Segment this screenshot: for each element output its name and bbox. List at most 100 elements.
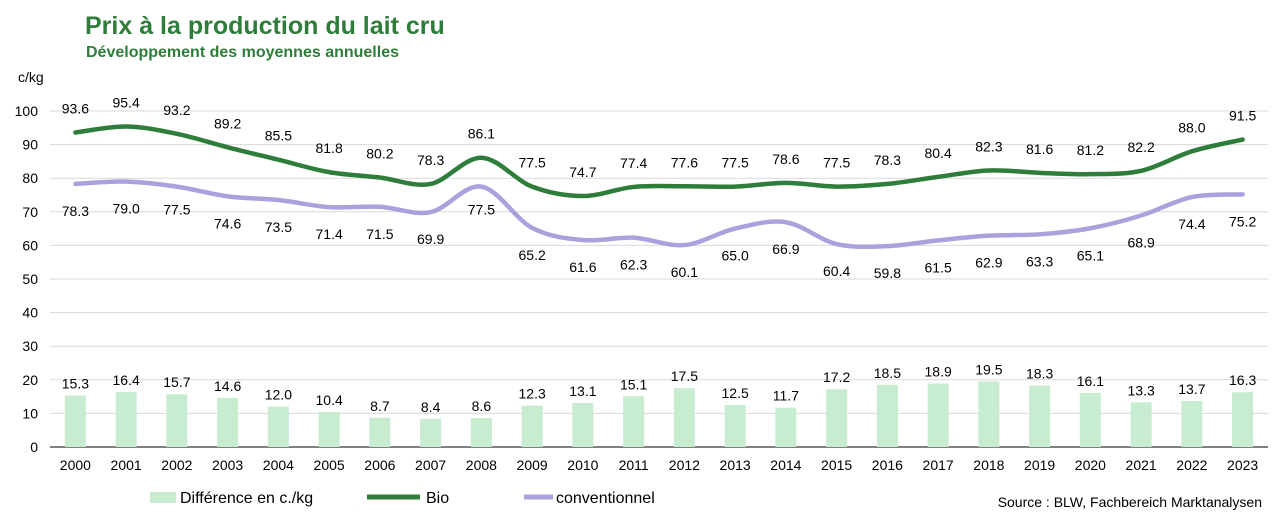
bio-line (73, 124, 1245, 199)
x-tick-label: 2010 (567, 457, 598, 473)
bio-data-label: 89.2 (214, 115, 241, 131)
difference-data-label: 19.5 (975, 361, 1002, 377)
x-tick-label: 2011 (619, 457, 649, 473)
difference-bar (1029, 385, 1051, 447)
difference-bar (826, 389, 848, 447)
difference-bar (420, 418, 442, 447)
y-tick-label: 80 (22, 170, 38, 186)
bio-data-label: 82.3 (975, 138, 1002, 154)
bio-data-label: 81.6 (1026, 141, 1053, 157)
difference-bar (115, 391, 137, 447)
difference-bar (1232, 392, 1254, 447)
conventionnel-line (73, 179, 1245, 250)
conventionnel-data-label: 61.5 (925, 259, 952, 275)
x-tick-label: 2005 (314, 457, 345, 473)
bio-data-label: 88.0 (1178, 119, 1205, 135)
conventionnel-data-label: 77.5 (468, 202, 495, 218)
difference-bar (369, 417, 391, 447)
difference-data-label: 16.1 (1077, 373, 1104, 389)
difference-bar (1079, 392, 1101, 447)
bio-data-label: 77.5 (722, 155, 749, 171)
difference-bar (673, 388, 695, 447)
difference-data-label: 16.4 (113, 372, 140, 388)
difference-bar (775, 407, 797, 447)
conventionnel-data-label: 74.4 (1178, 216, 1205, 232)
conventionnel-data-label: 71.5 (366, 226, 393, 242)
bio-data-label: 95.4 (113, 94, 140, 110)
conventionnel-data-label: 65.1 (1077, 247, 1104, 263)
bio-data-label: 80.2 (366, 146, 393, 162)
x-tick-label: 2012 (669, 457, 700, 473)
bio-data-label: 93.6 (62, 101, 89, 117)
difference-bar (876, 384, 898, 447)
bio-data-label: 81.2 (1077, 142, 1104, 158)
legend-label-difference: Différence en c./kg (180, 490, 313, 507)
bio-data-label: 74.7 (569, 164, 596, 180)
y-tick-label: 40 (22, 305, 38, 321)
difference-bar (724, 405, 746, 447)
difference-data-label: 17.2 (823, 369, 850, 385)
legend-label-bio: Bio (426, 490, 449, 507)
bio-data-label: 77.6 (671, 154, 698, 170)
difference-data-label: 18.3 (1026, 366, 1053, 382)
difference-data-label: 12.0 (265, 387, 292, 403)
difference-data-label: 15.3 (62, 376, 89, 392)
data-labels: 15.3 16.4 15.7 14.6 12.0 10.4 8.7 8.4 8.6 12.3 13.… (62, 94, 1257, 414)
legend: Différence en c./kg Bio conventionnel (150, 490, 655, 507)
bio-data-label: 91.5 (1229, 108, 1256, 124)
difference-bar (267, 406, 289, 447)
x-tick-label: 2023 (1227, 457, 1258, 473)
y-tick-label: 0 (30, 439, 38, 455)
difference-data-label: 12.3 (519, 386, 546, 402)
conventionnel-data-label: 66.9 (772, 241, 799, 257)
bio-data-label: 93.2 (163, 102, 190, 118)
conventionnel-data-label: 73.5 (265, 219, 292, 235)
y-tick-label: 30 (22, 338, 38, 354)
y-tick-label: 10 (22, 405, 38, 421)
bio-data-label: 78.3 (874, 152, 901, 168)
bio-data-label: 81.8 (316, 140, 343, 156)
x-tick-label: 2022 (1176, 457, 1207, 473)
conventionnel-data-label: 59.8 (874, 265, 901, 281)
bio-data-label: 77.4 (620, 155, 647, 171)
conventionnel-data-label: 60.4 (823, 263, 850, 279)
x-tick-label: 2014 (770, 457, 801, 473)
difference-data-label: 8.7 (370, 398, 390, 414)
x-tick-label: 2017 (923, 457, 954, 473)
difference-bar (1130, 402, 1152, 447)
difference-data-label: 8.4 (421, 399, 441, 415)
x-axis-ticks: 2000 2001 2002 2003 2004 2005 2006 2007 2008 2009… (60, 457, 1259, 473)
bio-data-label: 78.6 (772, 151, 799, 167)
difference-bar (318, 412, 340, 447)
difference-data-label: 8.6 (472, 398, 492, 414)
difference-bars (64, 381, 1254, 447)
bio-data-label: 85.5 (265, 128, 292, 144)
conventionnel-data-label: 65.0 (722, 248, 749, 264)
bio-data-label: 77.5 (519, 155, 546, 171)
conventionnel-data-label: 69.9 (417, 231, 444, 247)
source-note: Source : BLW, Fachbereich Marktanalysen (997, 494, 1262, 510)
bio-data-label: 78.3 (417, 152, 444, 168)
x-tick-label: 2001 (111, 457, 142, 473)
conventionnel-data-label: 63.3 (1026, 253, 1053, 269)
bio-data-label: 82.2 (1128, 139, 1155, 155)
difference-bar (927, 383, 949, 447)
difference-data-label: 13.1 (569, 383, 596, 399)
x-tick-label: 2013 (720, 457, 751, 473)
y-tick-label: 50 (22, 271, 38, 287)
y-tick-label: 20 (22, 372, 38, 388)
difference-data-label: 15.7 (163, 374, 190, 390)
conventionnel-data-label: 61.6 (569, 259, 596, 275)
x-tick-label: 2000 (60, 457, 91, 473)
difference-bar (623, 396, 645, 447)
y-tick-label: 90 (22, 137, 38, 153)
x-tick-label: 2019 (1024, 457, 1055, 473)
conventionnel-data-label: 65.2 (519, 247, 546, 263)
difference-bar (572, 402, 594, 447)
difference-bar (470, 418, 492, 447)
difference-data-label: 18.5 (874, 365, 901, 381)
bio-data-label: 80.4 (925, 145, 952, 161)
difference-bar (64, 395, 86, 447)
difference-data-label: 18.9 (925, 363, 952, 379)
